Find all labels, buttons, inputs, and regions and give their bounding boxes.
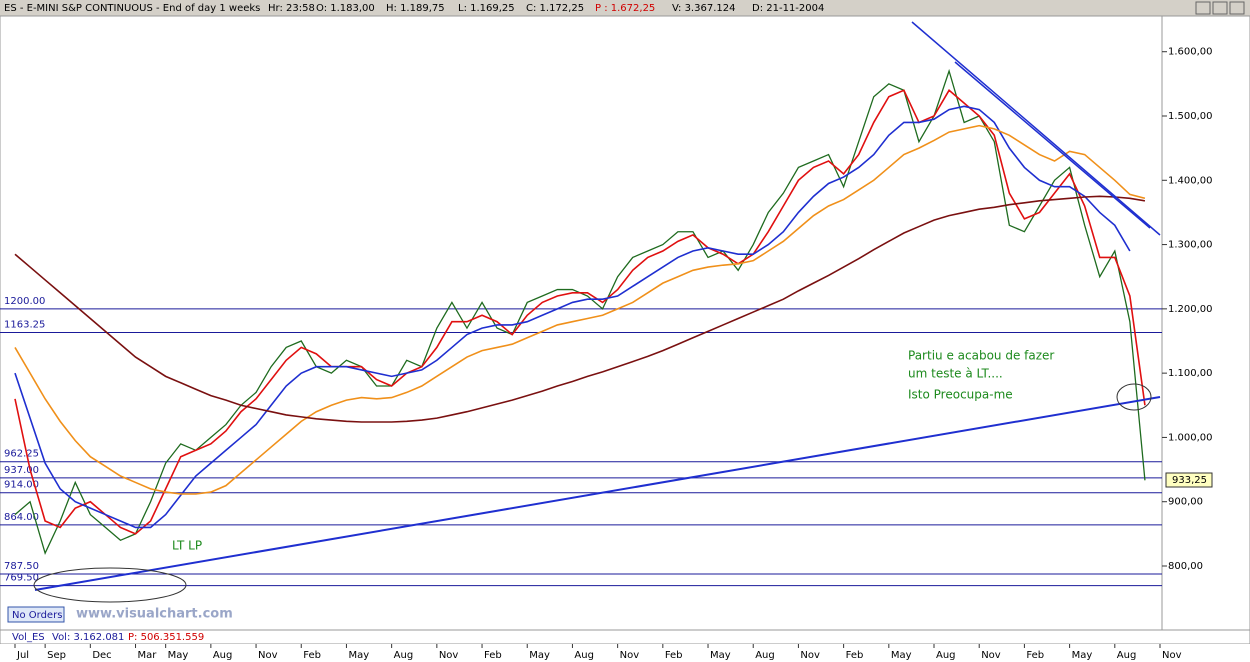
drawings [33, 21, 1161, 603]
x-tick-label: Feb [1026, 650, 1044, 661]
level-label: 937.00 [4, 465, 39, 476]
x-tick-label: Nov [439, 650, 459, 661]
x-tick-label: Sep [47, 650, 66, 661]
x-tick-label: Feb [665, 650, 683, 661]
moving-average [14, 89, 1146, 535]
x-tick-label: May [891, 650, 912, 661]
header-low: L: 1.169,25 [458, 3, 515, 14]
x-tick-label: May [348, 650, 369, 661]
x-tick-label: Feb [846, 650, 864, 661]
x-tick-label: May [710, 650, 731, 661]
x-tick-label: Nov [981, 650, 1001, 661]
y-tick-label: 1.300,00 [1168, 240, 1213, 251]
x-tick-label: May [529, 650, 550, 661]
moving-average [14, 105, 1131, 529]
x-tick-label: Feb [484, 650, 502, 661]
header-open: O: 1.183,00 [316, 3, 375, 14]
x-tick-label: Jul [16, 650, 29, 661]
header-hr: Hr: 23:58 [268, 3, 315, 14]
annotation: um teste à LT.... [908, 367, 1003, 381]
level-label: 787.50 [4, 561, 39, 572]
y-tick-label: 1.100,00 [1168, 368, 1213, 379]
orders-box[interactable] [7, 606, 65, 623]
trendline-down [911, 21, 1161, 236]
y-axis-area [1161, 15, 1250, 631]
circle-marker [33, 567, 187, 603]
plot-area [0, 15, 1163, 631]
close-button[interactable] [1229, 1, 1245, 15]
header-date: D: 21-11-2004 [752, 3, 824, 14]
minimize-button[interactable] [1195, 1, 1211, 15]
level-label: 1163.25 [4, 319, 45, 330]
x-tick-label: Aug [755, 650, 775, 661]
trendline-down-2 [954, 61, 1151, 229]
x-tick-label: Feb [303, 650, 321, 661]
plot: 800,00 900,00 1.000,00 1.100,00 1.200,00 1.30… [0, 47, 1213, 661]
level-label: 864.00 [4, 512, 39, 523]
x-tick-label: Nov [258, 650, 278, 661]
x-tick-label: Aug [213, 650, 233, 661]
x-axis-area [0, 644, 1250, 662]
moving-average [14, 124, 1146, 495]
volume-value: Vol: 3.162.081 [52, 632, 124, 643]
volume-p: P: 506.351.559 [128, 632, 204, 643]
circle-marker [1116, 383, 1152, 411]
level-label: 1200.00 [4, 296, 45, 307]
header-close: C: 1.172,25 [526, 3, 584, 14]
price-tag-box [1165, 472, 1213, 488]
x-tick-label: Aug [1117, 650, 1137, 661]
volume-indicator: Vol_ES [12, 632, 45, 643]
x-tick-label: Aug [574, 650, 594, 661]
maximize-button[interactable] [1212, 1, 1228, 15]
level-label: 914.00 [4, 480, 39, 491]
x-tick-label: May [168, 650, 189, 661]
header-bar [0, 0, 1250, 16]
price-tag: 933,25 [1172, 475, 1207, 486]
level-label: 769.50 [4, 573, 39, 584]
x-tick-label: May [1072, 650, 1093, 661]
window-buttons [1195, 1, 1245, 15]
y-tick-label: 900,00 [1168, 497, 1203, 508]
trendline-long [34, 396, 1161, 591]
annotation: Isto Preocupa-me [908, 388, 1013, 402]
x-tick-label: Nov [800, 650, 820, 661]
header-volume: V: 3.367.124 [672, 3, 735, 14]
header-p: P : 1.672,25 [595, 3, 655, 14]
y-tick-label: 1.500,00 [1168, 111, 1213, 122]
moving-average [14, 195, 1146, 423]
annotation: LT LP [172, 539, 202, 553]
x-tick-label: Aug [394, 650, 414, 661]
y-tick-label: 1.000,00 [1168, 432, 1213, 443]
header-symbol: ES - E-MINI S&P CONTINUOUS - End of day … [4, 3, 260, 14]
x-tick-label: Nov [620, 650, 640, 661]
watermark: www.visualchart.com [76, 607, 233, 622]
header-high: H: 1.189,75 [386, 3, 445, 14]
y-tick-label: 1.200,00 [1168, 304, 1213, 315]
level-label: 962.25 [4, 449, 39, 460]
orders-text: No Orders [12, 610, 62, 621]
x-tick-label: Nov [1162, 650, 1182, 661]
y-tick-label: 800,00 [1168, 561, 1203, 572]
annotation: Partiu e acabou de fazer [908, 349, 1054, 363]
x-tick-label: Mar [138, 650, 158, 661]
y-tick-label: 1.600,00 [1168, 47, 1213, 58]
x-tick-label: Aug [936, 650, 956, 661]
y-tick-label: 1.400,00 [1168, 175, 1213, 186]
x-tick-label: Dec [92, 650, 111, 661]
